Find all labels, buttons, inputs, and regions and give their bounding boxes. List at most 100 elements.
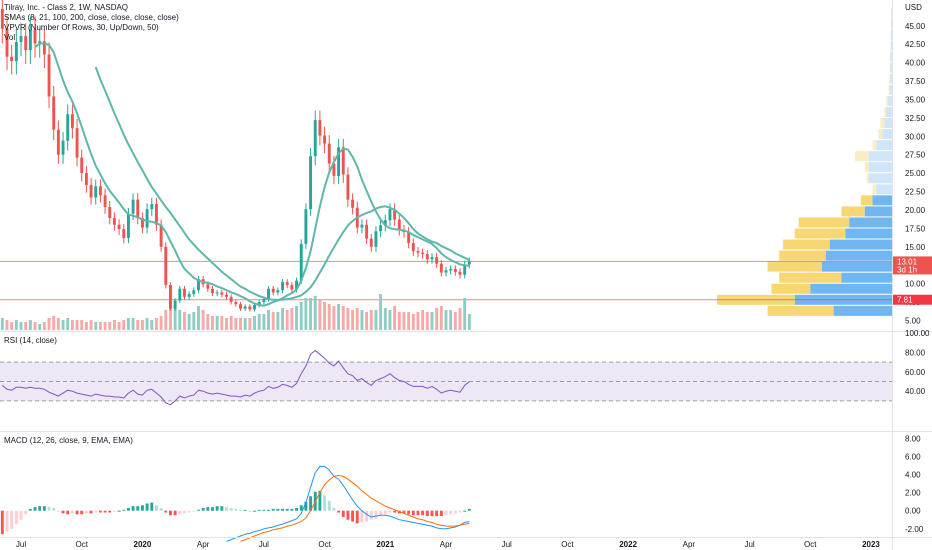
candle[interactable] [327, 143, 331, 164]
candle[interactable] [94, 186, 98, 198]
candle[interactable] [84, 173, 88, 185]
candle[interactable] [397, 219, 401, 230]
candle[interactable] [444, 270, 448, 273]
candle[interactable] [159, 224, 163, 247]
candle[interactable] [70, 114, 74, 129]
candle[interactable] [225, 294, 228, 297]
vpvr-legend[interactable]: VPVR (Number Of Rows, 30, Up/Down, 50) [4, 23, 159, 32]
macd-legend[interactable]: MACD (12, 26, close, 9, EMA, EMA) [4, 436, 133, 446]
candle[interactable] [126, 213, 130, 238]
candle[interactable] [38, 41, 42, 44]
candle[interactable] [257, 302, 261, 305]
candle[interactable] [295, 280, 299, 290]
candle[interactable] [108, 206, 112, 219]
candle[interactable] [318, 120, 322, 136]
candle[interactable] [52, 96, 56, 130]
candle[interactable] [458, 271, 462, 275]
candle[interactable] [234, 302, 238, 305]
candle[interactable] [187, 293, 191, 297]
candle[interactable] [463, 264, 467, 275]
candle[interactable] [323, 135, 327, 144]
candle[interactable] [365, 224, 369, 239]
macd-pane[interactable] [0, 465, 471, 542]
candle[interactable] [453, 268, 457, 272]
price-pane[interactable] [0, 0, 892, 330]
candle[interactable] [332, 163, 336, 177]
candle[interactable] [337, 147, 341, 177]
candle[interactable] [211, 288, 214, 294]
candle[interactable] [10, 56, 14, 62]
candle[interactable] [98, 186, 102, 196]
candle[interactable] [416, 251, 420, 253]
candle[interactable] [239, 304, 242, 309]
candle[interactable] [112, 218, 116, 225]
candle[interactable] [351, 199, 355, 208]
candle[interactable] [379, 225, 383, 232]
candle[interactable] [425, 254, 429, 260]
candle[interactable] [42, 41, 46, 55]
candle[interactable] [103, 195, 107, 207]
candle[interactable] [285, 282, 289, 286]
candle[interactable] [407, 232, 411, 244]
candle[interactable] [449, 268, 453, 271]
candle[interactable] [341, 147, 345, 175]
candle[interactable] [19, 36, 23, 42]
candle[interactable] [267, 288, 270, 300]
candle[interactable] [206, 284, 210, 289]
candle[interactable] [140, 218, 144, 228]
candle[interactable] [117, 224, 121, 230]
candle[interactable] [360, 224, 364, 228]
candle[interactable] [89, 184, 93, 198]
candle[interactable] [169, 285, 172, 309]
rsi-pane[interactable] [0, 349, 892, 406]
candle[interactable] [136, 199, 140, 219]
candle[interactable] [66, 114, 70, 141]
candle[interactable] [411, 243, 415, 252]
candle[interactable] [369, 238, 373, 247]
candle[interactable] [229, 296, 233, 303]
candle[interactable] [271, 288, 275, 293]
candle[interactable] [435, 257, 439, 264]
candle[interactable] [47, 54, 51, 97]
candle[interactable] [28, 29, 32, 51]
candle[interactable] [75, 128, 79, 158]
candle[interactable] [309, 156, 313, 210]
candle[interactable] [383, 220, 387, 226]
candle[interactable] [33, 29, 37, 44]
candle[interactable] [243, 306, 247, 309]
candle[interactable] [262, 299, 266, 303]
candle[interactable] [155, 204, 158, 225]
candle[interactable] [24, 36, 28, 51]
candle[interactable] [164, 246, 168, 286]
candle[interactable] [276, 290, 280, 293]
candle[interactable] [145, 209, 149, 228]
candle[interactable] [122, 229, 126, 238]
candle[interactable] [197, 279, 200, 291]
candle[interactable] [215, 292, 219, 294]
candle[interactable] [56, 129, 60, 155]
candle[interactable] [192, 290, 196, 294]
candle[interactable] [393, 209, 397, 220]
candle[interactable] [183, 288, 186, 297]
candle[interactable] [253, 304, 256, 310]
candle[interactable] [388, 209, 392, 221]
candle[interactable] [304, 209, 308, 244]
candle[interactable] [290, 285, 294, 290]
candle[interactable] [220, 292, 224, 295]
candle[interactable] [299, 243, 303, 281]
candle[interactable] [14, 41, 18, 62]
candle[interactable] [80, 157, 84, 174]
candle[interactable] [281, 282, 284, 291]
sma-legend[interactable]: SMAs (8, 21, 100, 200, close, close, clo… [4, 13, 179, 22]
candle[interactable] [439, 263, 443, 273]
candle[interactable] [248, 306, 252, 310]
candle[interactable] [346, 174, 350, 200]
candle[interactable] [430, 257, 434, 260]
rsi-legend[interactable]: RSI (14, close) [4, 336, 57, 346]
candle[interactable] [131, 199, 135, 214]
symbol-title[interactable]: Tilray, Inc. - Class 2, 1W, NASDAQ [4, 3, 129, 12]
candle[interactable] [178, 288, 182, 301]
candle[interactable] [467, 261, 471, 265]
candle[interactable] [173, 300, 177, 309]
